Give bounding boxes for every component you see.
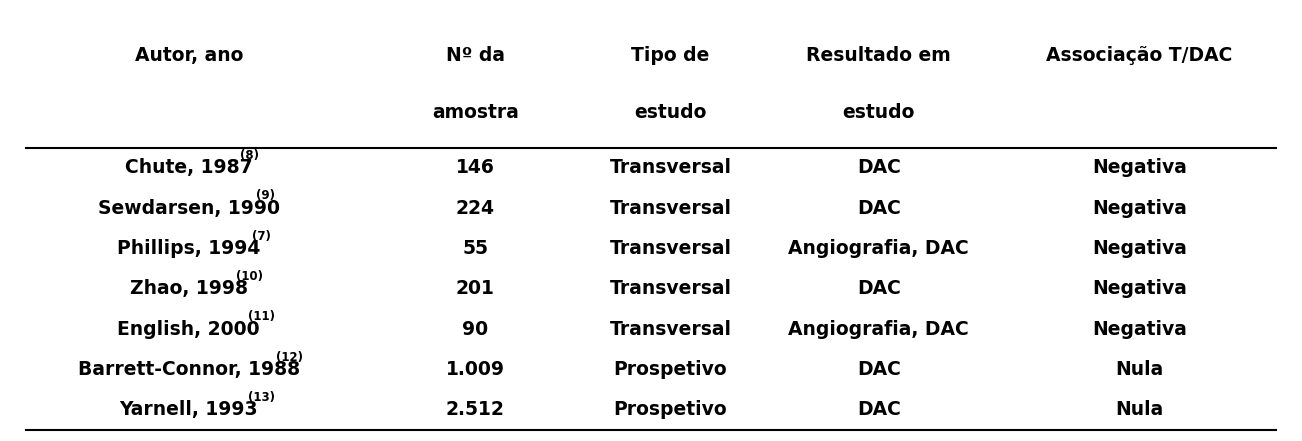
Text: Negativa: Negativa <box>1092 320 1186 339</box>
Text: Negativa: Negativa <box>1092 279 1186 299</box>
Text: Sewdarsen, 1990: Sewdarsen, 1990 <box>98 199 280 218</box>
Text: Transversal: Transversal <box>609 158 732 177</box>
Text: (12): (12) <box>276 351 303 364</box>
Text: Associação T/DAC: Associação T/DAC <box>1046 45 1233 65</box>
Text: Chute, 1987: Chute, 1987 <box>125 158 253 177</box>
Text: (8): (8) <box>240 149 259 162</box>
Text: DAC: DAC <box>857 400 901 419</box>
Text: Nula: Nula <box>1115 360 1164 379</box>
Text: 1.009: 1.009 <box>445 360 505 379</box>
Text: Angiografia, DAC: Angiografia, DAC <box>789 239 969 258</box>
Text: DAC: DAC <box>857 199 901 218</box>
Text: English, 2000: English, 2000 <box>117 320 260 339</box>
Text: Transversal: Transversal <box>609 320 732 339</box>
Text: (13): (13) <box>247 391 275 404</box>
Text: Negativa: Negativa <box>1092 199 1186 218</box>
Text: 2.512: 2.512 <box>445 400 505 419</box>
Text: 201: 201 <box>456 279 495 299</box>
Text: DAC: DAC <box>857 279 901 299</box>
Text: (7): (7) <box>251 230 271 243</box>
Text: Transversal: Transversal <box>609 239 732 258</box>
Text: Prospetivo: Prospetivo <box>613 360 728 379</box>
Text: Nula: Nula <box>1115 400 1164 419</box>
Text: estudo: estudo <box>634 103 707 122</box>
Text: (9): (9) <box>255 189 275 202</box>
Text: (10): (10) <box>236 270 263 283</box>
Text: Transversal: Transversal <box>609 279 732 299</box>
Text: Barrett-Connor, 1988: Barrett-Connor, 1988 <box>78 360 299 379</box>
Text: Prospetivo: Prospetivo <box>613 400 728 419</box>
Text: Autor, ano: Autor, ano <box>134 45 243 65</box>
Text: Negativa: Negativa <box>1092 158 1186 177</box>
Text: Tipo de: Tipo de <box>631 45 710 65</box>
Text: Yarnell, 1993: Yarnell, 1993 <box>120 400 258 419</box>
Text: 146: 146 <box>456 158 495 177</box>
Text: 55: 55 <box>462 239 488 258</box>
Text: (11): (11) <box>247 310 275 323</box>
Text: Angiografia, DAC: Angiografia, DAC <box>789 320 969 339</box>
Text: 90: 90 <box>462 320 488 339</box>
Text: Phillips, 1994: Phillips, 1994 <box>117 239 260 258</box>
Text: 224: 224 <box>456 199 495 218</box>
Text: Resultado em: Resultado em <box>806 45 952 65</box>
Text: Negativa: Negativa <box>1092 239 1186 258</box>
Text: DAC: DAC <box>857 158 901 177</box>
Text: amostra: amostra <box>432 103 518 122</box>
Text: estudo: estudo <box>842 103 915 122</box>
Text: Zhao, 1998: Zhao, 1998 <box>130 279 247 299</box>
Text: DAC: DAC <box>857 360 901 379</box>
Text: Transversal: Transversal <box>609 199 732 218</box>
Text: Nº da: Nº da <box>445 45 505 65</box>
